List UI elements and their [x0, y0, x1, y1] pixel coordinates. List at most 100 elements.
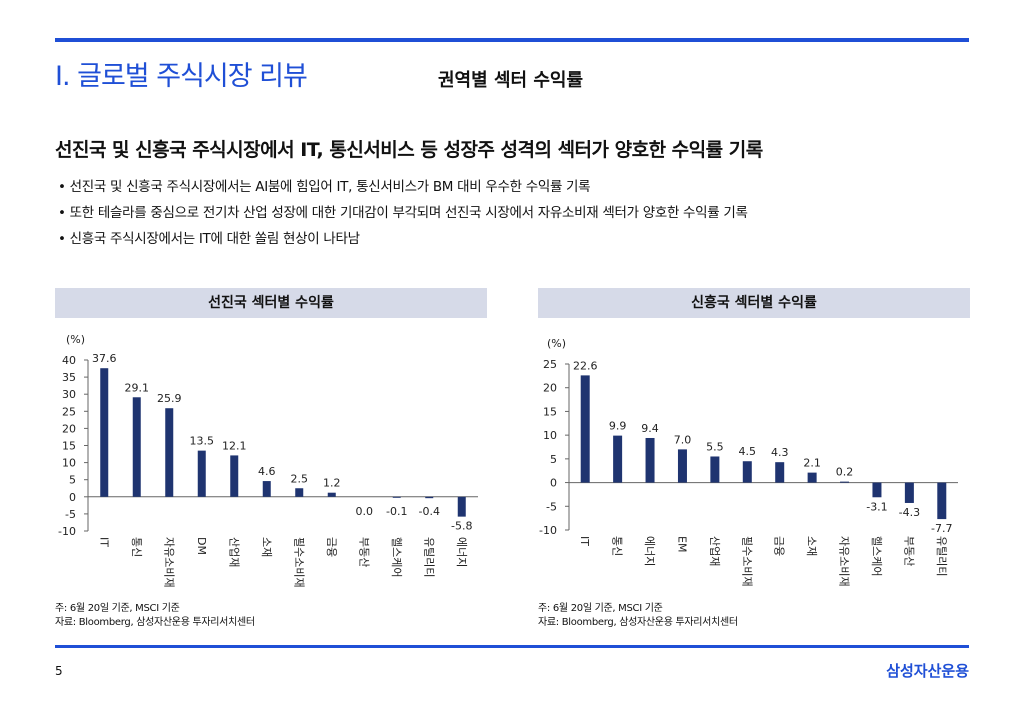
- left-chart-source: 자료: Bloomberg, 삼성자산운용 투자리서치센터: [55, 617, 255, 628]
- left-category-label: DM: [195, 537, 208, 555]
- right-y-tick-label: 15: [543, 405, 557, 418]
- left-y-tick-label: 5: [69, 474, 76, 487]
- right-value-label: 2.1: [803, 457, 821, 470]
- right-category-label: IT: [578, 536, 591, 546]
- left-value-label: 1.2: [323, 477, 341, 490]
- left-y-tick-label: 15: [62, 440, 76, 453]
- right-y-tick-label: 25: [543, 358, 557, 371]
- bullet-item: 신흥국 주식시장에서는 IT에 대한 쏠림 현상이 나타남: [58, 229, 748, 255]
- left-bar: [132, 397, 141, 497]
- left-bar: [425, 496, 434, 499]
- left-category-label: IT: [97, 537, 110, 547]
- right-y-tick-label: -10: [539, 524, 557, 537]
- left-y-tick-label: 30: [62, 388, 76, 401]
- right-bar: [742, 461, 752, 483]
- right-category-label: EM: [675, 536, 688, 552]
- left-bar: [457, 496, 466, 517]
- right-y-unit-label: (%): [547, 337, 566, 350]
- left-category-label: 부동산: [357, 537, 370, 567]
- right-bar: [937, 482, 947, 520]
- left-value-label: 13.5: [190, 435, 215, 448]
- right-category-label: 자유소비재: [838, 536, 851, 587]
- right-bar: [645, 437, 655, 483]
- right-bar: [904, 482, 914, 503]
- left-category-label: 헬스케어: [390, 537, 403, 577]
- right-category-label: 헬스케어: [870, 536, 883, 576]
- left-y-tick-label: 20: [62, 422, 76, 435]
- left-y-tick-label: 35: [62, 371, 76, 384]
- right-value-label: 7.0: [674, 433, 692, 446]
- left-bar: [165, 408, 174, 497]
- right-bar: [677, 449, 687, 483]
- left-bar: [197, 450, 206, 497]
- page-number: 5: [55, 664, 63, 678]
- right-value-label: -3.1: [866, 500, 887, 513]
- left-category-label: 필수소비재: [292, 537, 305, 588]
- right-category-label: 유틸리티: [935, 536, 948, 576]
- bottom-rule: [55, 645, 969, 648]
- left-category-label: 산업재: [227, 537, 240, 567]
- left-category-label: 자유소비재: [162, 537, 175, 588]
- slide-subtitle: 권역별 섹터 수익률: [438, 70, 584, 91]
- left-bar: [230, 455, 239, 497]
- left-bar: [262, 481, 271, 497]
- bullet-list: 선진국 및 신흥국 주식시장에서는 AI붐에 힘입어 IT, 통신서비스가 BM…: [58, 177, 748, 255]
- right-bar: [613, 435, 623, 483]
- right-y-tick-label: -5: [546, 500, 557, 513]
- right-bar: [580, 375, 590, 483]
- left-value-label: -0.1: [386, 505, 407, 518]
- right-bar: [775, 462, 785, 483]
- right-category-label: 필수소비재: [740, 536, 753, 587]
- right-category-label: 에너지: [643, 536, 656, 566]
- right-value-label: 0.2: [836, 466, 854, 479]
- right-category-label: 산업재: [708, 536, 721, 566]
- left-category-label: 금융: [325, 537, 338, 557]
- right-category-label: 소재: [805, 536, 818, 556]
- left-category-label: 통신: [130, 537, 143, 557]
- left-bar: [100, 368, 109, 497]
- left-value-label: -0.4: [419, 505, 440, 518]
- left-value-label: 12.1: [222, 439, 247, 452]
- right-y-tick-label: 10: [543, 429, 557, 442]
- bullet-item: 또한 테슬라를 중심으로 전기차 산업 성장에 대한 기대감이 부각되며 선진국…: [58, 203, 748, 229]
- right-value-label: -7.7: [931, 522, 952, 535]
- right-value-label: 9.4: [641, 422, 659, 435]
- left-value-label: 0.0: [356, 505, 374, 518]
- left-y-tick-label: 25: [62, 405, 76, 418]
- left-bar: [392, 496, 401, 498]
- right-chart-source: 자료: Bloomberg, 삼성자산운용 투자리서치센터: [538, 617, 738, 628]
- right-y-tick-label: 0: [550, 477, 557, 490]
- left-value-label: 29.1: [125, 381, 150, 394]
- headline: 선진국 및 신흥국 주식시장에서 IT, 통신서비스 등 성장주 성격의 섹터가…: [55, 139, 763, 161]
- left-y-tick-label: 40: [62, 354, 76, 367]
- right-value-label: 5.5: [706, 440, 724, 453]
- left-chart-note: 주: 6월 20일 기준, MSCI 기준: [55, 603, 180, 614]
- left-value-label: 37.6: [92, 352, 117, 365]
- right-chart-note: 주: 6월 20일 기준, MSCI 기준: [538, 603, 663, 614]
- left-category-label: 소재: [260, 537, 273, 557]
- brand-logo-text: 삼성자산운용: [886, 662, 969, 680]
- left-bar: [327, 492, 336, 497]
- right-y-tick-label: 5: [550, 453, 557, 466]
- left-y-unit-label: (%): [66, 333, 85, 346]
- left-value-label: -5.8: [451, 520, 472, 533]
- right-bar: [872, 482, 882, 498]
- left-category-label: 유틸리티: [422, 537, 435, 577]
- right-panel-title: 신흥국 섹터별 수익률: [538, 288, 970, 318]
- left-y-tick-label: 10: [62, 457, 76, 470]
- right-bar: [840, 481, 850, 483]
- right-category-label: 금융: [773, 536, 786, 556]
- right-category-label: 부동산: [902, 536, 915, 566]
- left-y-tick-label: 0: [69, 491, 76, 504]
- right-value-label: 4.3: [771, 446, 789, 459]
- right-value-label: -4.3: [899, 506, 920, 519]
- right-value-label: 22.6: [573, 359, 598, 372]
- left-value-label: 2.5: [291, 472, 309, 485]
- left-category-label: 에너지: [455, 537, 468, 567]
- left-panel-title: 선진국 섹터별 수익률: [55, 288, 487, 318]
- right-bar: [807, 472, 817, 483]
- right-y-tick-label: 20: [543, 382, 557, 395]
- left-value-label: 25.9: [157, 392, 182, 405]
- section-title: I. 글로벌 주식시장 리뷰: [55, 61, 308, 92]
